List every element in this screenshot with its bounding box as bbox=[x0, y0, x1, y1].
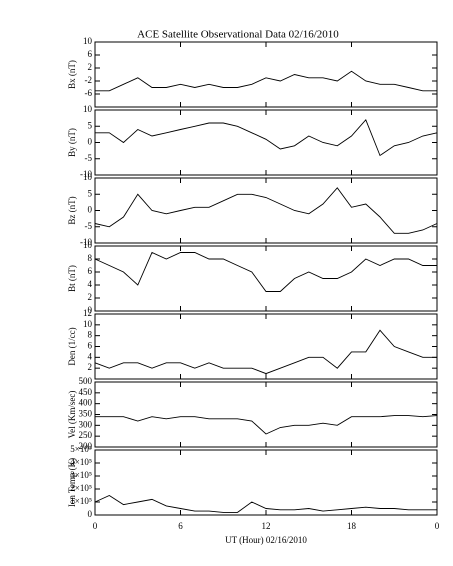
y-tick-label: 450 bbox=[79, 387, 93, 397]
y-axis-label: Bz (nT) bbox=[67, 196, 77, 224]
data-line bbox=[94, 251, 437, 292]
panel-frame bbox=[94, 381, 438, 448]
panel-frame bbox=[94, 41, 438, 108]
y-tick-label: 6 bbox=[88, 341, 93, 351]
y-tick-label: 12 bbox=[83, 308, 92, 318]
y-tick-label: 0 bbox=[88, 137, 93, 147]
y-tick-label: 10 bbox=[83, 172, 93, 182]
data-line bbox=[95, 415, 438, 435]
x-axis-label: UT (Hour) 02/16/2010 bbox=[225, 535, 307, 545]
y-tick-label: 6 bbox=[88, 266, 93, 276]
y-tick-label: 3×10⁵ bbox=[70, 470, 92, 480]
y-tick-label: 0 bbox=[88, 509, 93, 519]
data-line bbox=[95, 70, 437, 92]
x-tick-label: 0 bbox=[93, 521, 98, 531]
y-tick-label: 5 bbox=[88, 120, 93, 130]
y-tick-label: 2 bbox=[88, 62, 93, 72]
data-line bbox=[94, 329, 437, 375]
panel-frame bbox=[94, 449, 438, 516]
y-tick-label: 0 bbox=[88, 305, 93, 315]
y-tick-label: 200 bbox=[79, 441, 93, 451]
y-tick-label: 10 bbox=[83, 319, 93, 329]
y-tick-label: 350 bbox=[79, 409, 93, 419]
y-axis-label: Ion Temp (K) bbox=[67, 458, 77, 507]
x-tick-label: 6 bbox=[178, 521, 183, 531]
y-tick-label: 400 bbox=[79, 398, 93, 408]
y-tick-label: 10 bbox=[83, 104, 93, 114]
data-line bbox=[94, 494, 437, 513]
panel-frame bbox=[94, 177, 438, 244]
y-tick-label: -2 bbox=[85, 75, 93, 85]
y-axis-label: Bx (nT) bbox=[67, 60, 77, 89]
y-tick-label: -10 bbox=[80, 237, 92, 247]
y-tick-label: 0 bbox=[88, 205, 93, 215]
y-tick-label: 2 bbox=[88, 292, 93, 302]
y-tick-label: 4 bbox=[88, 351, 93, 361]
panel-frame bbox=[94, 109, 438, 176]
y-tick-label: 5×10⁵ bbox=[70, 444, 92, 454]
y-tick-label: 250 bbox=[79, 430, 93, 440]
y-tick-label: 2 bbox=[88, 362, 93, 372]
x-tick-label: 0 bbox=[435, 521, 440, 531]
data-line bbox=[94, 187, 438, 234]
y-tick-label: 4 bbox=[88, 279, 93, 289]
y-tick-label: -10 bbox=[80, 169, 92, 179]
y-tick-label: 1×10⁵ bbox=[70, 496, 92, 506]
y-tick-label: 6 bbox=[88, 49, 93, 59]
y-axis-label: Den (1/cc) bbox=[67, 327, 77, 365]
y-tick-label: 10 bbox=[83, 240, 93, 250]
y-axis-label: Bt (nT) bbox=[67, 265, 77, 292]
chart-title: ACE Satellite Observational Data 02/16/2… bbox=[137, 29, 339, 41]
y-tick-label: -5 bbox=[85, 221, 93, 231]
y-axis-label: Vel (Km/sec) bbox=[67, 391, 77, 439]
y-tick-label: 8 bbox=[88, 330, 93, 340]
y-tick-label: 300 bbox=[79, 419, 93, 429]
y-tick-label: -6 bbox=[85, 88, 93, 98]
y-tick-label: -5 bbox=[85, 153, 93, 163]
panel-frame bbox=[94, 245, 438, 312]
x-tick-label: 18 bbox=[347, 521, 357, 531]
y-tick-label: 10 bbox=[83, 36, 93, 46]
panel-frame bbox=[94, 313, 438, 380]
y-axis-label: By (nT) bbox=[67, 128, 77, 157]
y-tick-label: 5 bbox=[88, 188, 93, 198]
y-tick-label: 2×10⁵ bbox=[70, 483, 92, 493]
y-tick-label: 500 bbox=[79, 376, 93, 386]
y-tick-label: 8 bbox=[88, 253, 93, 263]
y-tick-label: 4×10⁵ bbox=[70, 457, 92, 467]
x-tick-label: 12 bbox=[262, 521, 271, 531]
data-line bbox=[95, 118, 438, 157]
